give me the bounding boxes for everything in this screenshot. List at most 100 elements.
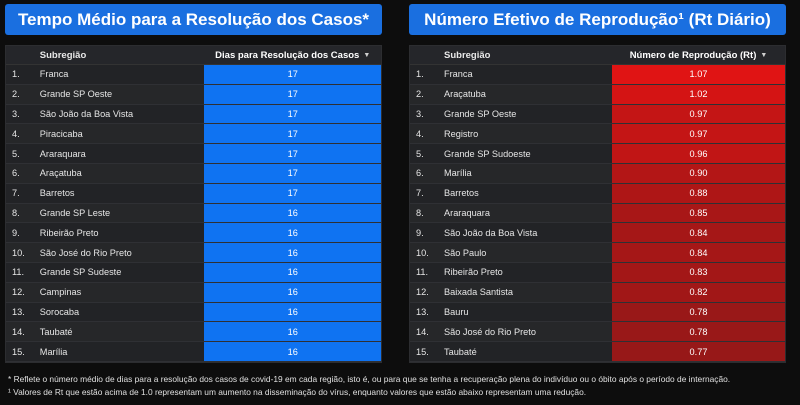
table-row[interactable]: 5. Araraquara 17 bbox=[6, 144, 381, 164]
footnote-resolution: * Reflete o número médio de dias para a … bbox=[8, 374, 731, 384]
row-value: 16 bbox=[204, 203, 381, 223]
table-row[interactable]: 3. Grande SP Oeste 0.97 bbox=[410, 104, 785, 125]
table-row[interactable]: 11. Grande SP Sudeste 16 bbox=[6, 262, 381, 283]
row-rank: 8. bbox=[416, 207, 424, 218]
row-value: 17 bbox=[204, 183, 381, 203]
row-value: 17 bbox=[204, 124, 381, 144]
row-subregion: Barretos bbox=[39, 188, 75, 199]
table-row[interactable]: 4. Registro 0.97 bbox=[410, 124, 785, 145]
row-subregion: Baixada Santista bbox=[444, 287, 513, 298]
sort-descending-icon[interactable]: ▼ bbox=[363, 51, 371, 59]
table-row[interactable]: 4. Piracicaba 17 bbox=[6, 124, 381, 145]
table-row[interactable]: 8. Grande SP Leste 16 bbox=[6, 203, 381, 224]
table-row[interactable]: 7. Barretos 17 bbox=[6, 183, 381, 204]
table-row[interactable]: 6. Marília 0.90 bbox=[410, 163, 785, 184]
table-row[interactable]: 15. Marília 16 bbox=[6, 342, 381, 362]
row-value: 17 bbox=[204, 104, 381, 124]
column-header-subregion[interactable]: Subregião bbox=[39, 49, 87, 61]
column-header-days[interactable]: Dias para Resolução dos Casos ▼ bbox=[204, 50, 381, 61]
table-row[interactable]: 12. Baixada Santista 0.82 bbox=[410, 282, 785, 303]
row-value: 0.85 bbox=[612, 203, 785, 223]
table-row[interactable]: 2. Grande SP Oeste 17 bbox=[6, 84, 381, 105]
column-header-subregion[interactable]: Subregião bbox=[444, 49, 491, 61]
row-subregion: Grande SP Leste bbox=[39, 207, 111, 218]
table-row[interactable]: 1. Franca 1.07 bbox=[410, 65, 785, 85]
table-row[interactable]: 5. Grande SP Sudoeste 0.96 bbox=[410, 144, 785, 164]
row-rank: 3. bbox=[416, 108, 424, 119]
row-rank: 5. bbox=[12, 148, 20, 159]
row-rank: 1. bbox=[12, 69, 20, 80]
row-value: 16 bbox=[204, 342, 381, 361]
row-subregion: São Paulo bbox=[444, 247, 487, 258]
row-rank: 12. bbox=[416, 287, 429, 298]
row-rank: 4. bbox=[416, 128, 424, 139]
row-rank: 1. bbox=[416, 69, 424, 80]
row-value: 17 bbox=[204, 65, 381, 84]
resolution-time-table: Subregião Dias para Resolução dos Casos … bbox=[5, 45, 382, 363]
row-value: 0.83 bbox=[612, 262, 785, 282]
row-subregion: São José do Rio Preto bbox=[444, 326, 536, 337]
row-value: 0.96 bbox=[612, 144, 785, 163]
table-row[interactable]: 13. Sorocaba 16 bbox=[6, 302, 381, 323]
row-rank: 11. bbox=[12, 267, 25, 278]
row-rank: 5. bbox=[416, 148, 424, 159]
row-rank: 12. bbox=[12, 287, 25, 298]
row-rank: 3. bbox=[12, 108, 20, 119]
row-subregion: Taubaté bbox=[39, 326, 73, 337]
table-row[interactable]: 2. Araçatuba 1.02 bbox=[410, 84, 785, 105]
footnote-rt: ¹ Valores de Rt que estão acima de 1.0 r… bbox=[8, 386, 587, 397]
row-subregion: Campinas bbox=[39, 287, 82, 298]
table-row[interactable]: 7. Barretos 0.88 bbox=[410, 183, 785, 204]
table-body: 1. Franca 1.07 2. Araçatuba 1.02 3. Grande SP O… bbox=[410, 65, 785, 362]
table-body: 1. Franca 17 2. Grande SP Oeste 17 3. São João … bbox=[6, 65, 381, 362]
panel-resolution-time: Tempo Médio para a Resolução dos Casos* … bbox=[5, 4, 382, 363]
row-rank: 13. bbox=[416, 306, 429, 317]
row-rank: 7. bbox=[416, 188, 424, 199]
row-value: 0.97 bbox=[612, 104, 785, 124]
row-value: 0.77 bbox=[612, 342, 785, 361]
row-value: 17 bbox=[204, 144, 381, 163]
table-row[interactable]: 15. Taubaté 0.77 bbox=[410, 342, 785, 362]
row-rank: 2. bbox=[12, 89, 20, 100]
table-row[interactable]: 14. São José do Rio Preto 0.78 bbox=[410, 322, 785, 343]
table-row[interactable]: 9. Ribeirão Preto 16 bbox=[6, 223, 381, 244]
table-row[interactable]: 11. Ribeirão Preto 0.83 bbox=[410, 262, 785, 283]
table-row[interactable]: 9. São João da Boa Vista 0.84 bbox=[410, 223, 785, 244]
column-header-label: Dias para Resolução dos Casos bbox=[215, 49, 360, 61]
row-rank: 14. bbox=[12, 326, 25, 337]
row-rank: 6. bbox=[416, 168, 424, 179]
row-subregion: Franca bbox=[444, 69, 473, 80]
row-value: 16 bbox=[204, 243, 381, 262]
sort-descending-icon[interactable]: ▼ bbox=[760, 51, 768, 59]
row-value: 17 bbox=[204, 163, 381, 183]
row-rank: 15. bbox=[416, 346, 429, 357]
table-row[interactable]: 8. Araraquara 0.85 bbox=[410, 203, 785, 224]
row-value: 16 bbox=[204, 262, 381, 282]
row-rank: 10. bbox=[12, 247, 25, 258]
table-row[interactable]: 13. Bauru 0.78 bbox=[410, 302, 785, 323]
table-row[interactable]: 14. Taubaté 16 bbox=[6, 322, 381, 343]
row-subregion: Grande SP Oeste bbox=[39, 89, 113, 100]
row-rank: 14. bbox=[416, 326, 429, 337]
table-row[interactable]: 6. Araçatuba 17 bbox=[6, 163, 381, 184]
row-rank: 8. bbox=[12, 207, 20, 218]
footnotes: * Reflete o número médio de dias para a … bbox=[8, 373, 730, 398]
table-header: Subregião Dias para Resolução dos Casos … bbox=[6, 46, 381, 65]
row-value: 0.90 bbox=[612, 163, 785, 183]
table-row[interactable]: 3. São João da Boa Vista 17 bbox=[6, 104, 381, 125]
row-subregion: Bauru bbox=[444, 306, 469, 317]
column-header-rt[interactable]: Número de Reprodução (Rt) ▼ bbox=[612, 50, 785, 61]
table-header: Subregião Número de Reprodução (Rt) ▼ bbox=[410, 46, 785, 65]
table-row[interactable]: 10. São Paulo 0.84 bbox=[410, 243, 785, 263]
row-value: 1.02 bbox=[612, 84, 785, 104]
table-row[interactable]: 1. Franca 17 bbox=[6, 65, 381, 85]
panel-reproduction-number: Número Efetivo de Reprodução¹ (Rt Diário… bbox=[409, 4, 786, 363]
row-value: 1.07 bbox=[612, 65, 785, 84]
row-rank: 6. bbox=[12, 168, 20, 179]
row-rank: 15. bbox=[12, 346, 25, 357]
table-row[interactable]: 12. Campinas 16 bbox=[6, 282, 381, 303]
row-subregion: Piracicaba bbox=[39, 128, 83, 139]
table-row[interactable]: 10. São José do Rio Preto 16 bbox=[6, 243, 381, 263]
row-subregion: São João da Boa Vista bbox=[39, 108, 134, 119]
row-value: 0.78 bbox=[612, 302, 785, 322]
